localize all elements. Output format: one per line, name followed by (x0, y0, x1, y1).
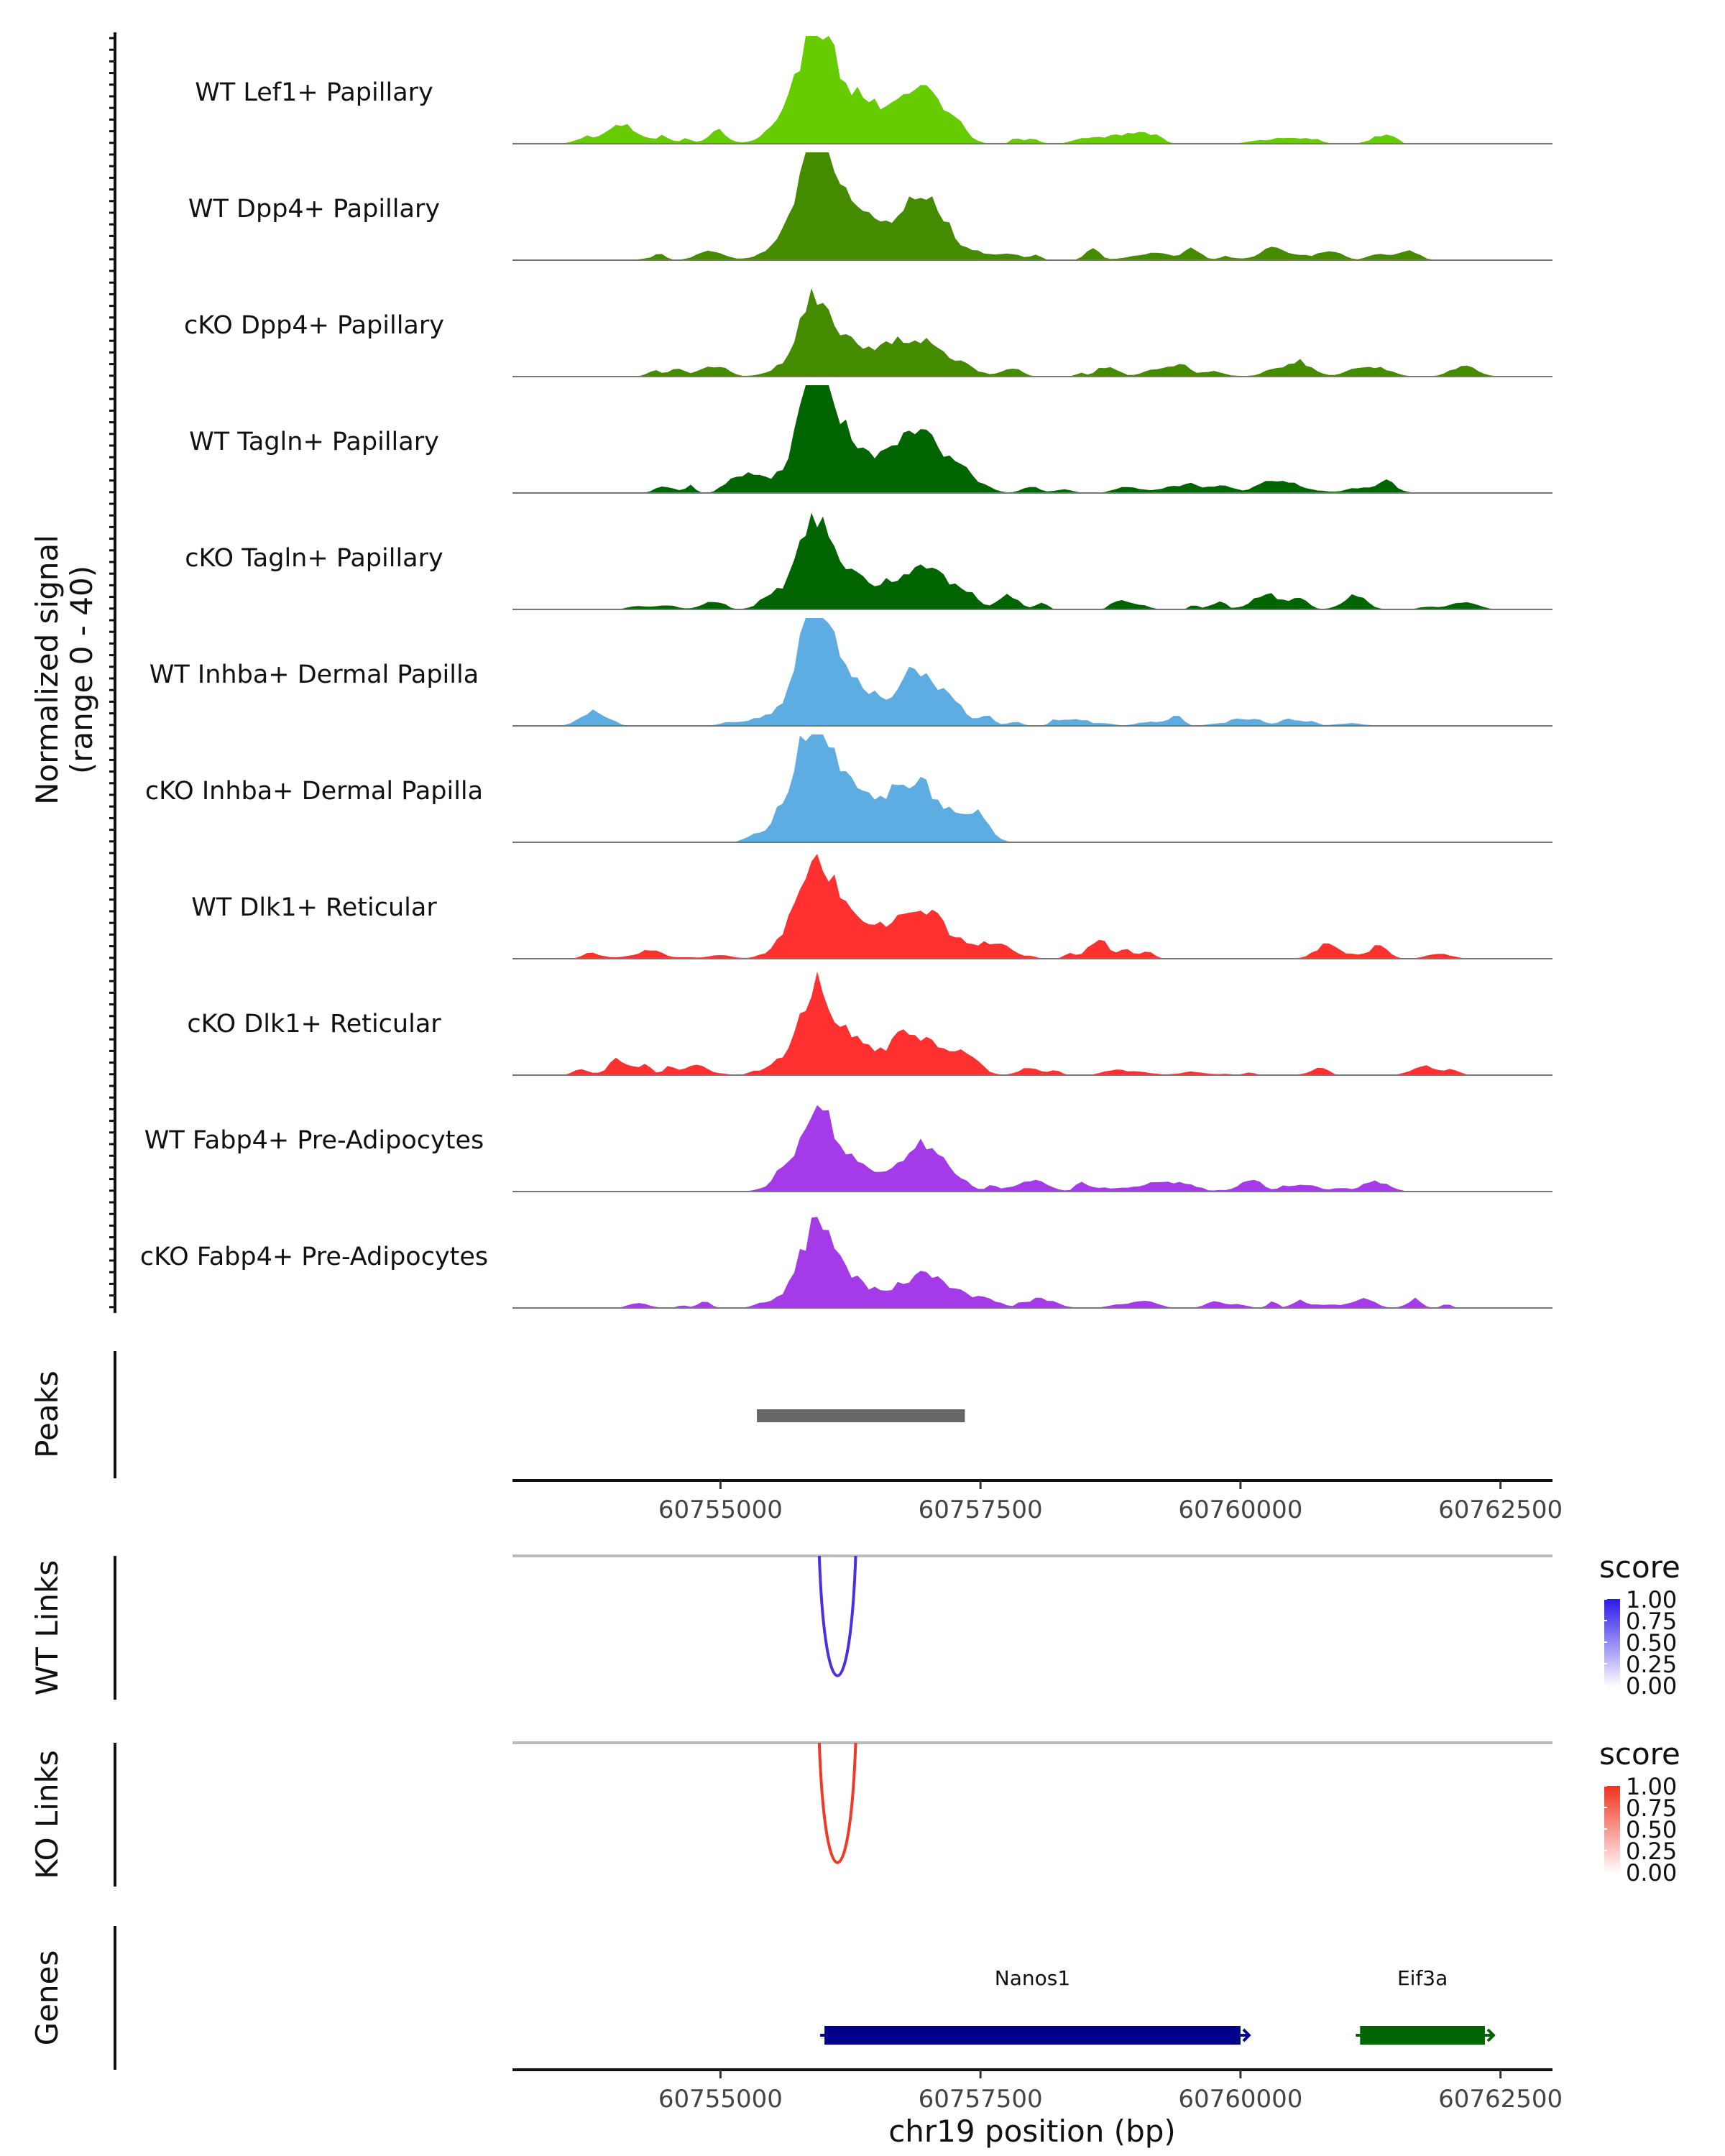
x-axis-tick-label: 60755000 (658, 2085, 783, 2114)
coverage-track-label: WT Fabp4+ Pre-Adipocytes (144, 1126, 484, 1155)
x-axis-tick-label: 60760000 (1178, 1496, 1302, 1524)
genes-x-axis-ticks: 60755000 60757500 60760000 60762500 (658, 2070, 1563, 2114)
link-arc (817, 1742, 857, 1864)
gene-name-label: Nanos1 (995, 1966, 1070, 1990)
gene-strand-arrow (1486, 2028, 1496, 2042)
coverage-y-title-line2: (range 0 - 40) (64, 566, 99, 774)
peaks-panel-label: Peaks (29, 1370, 65, 1458)
x-axis-tick-label: 60757500 (919, 1496, 1043, 1524)
coverage-track-area (512, 1105, 1552, 1192)
links-legend-tick-label: 0.25 (1626, 1651, 1677, 1678)
coverage-track-label: WT Dlk1+ Reticular (191, 893, 437, 922)
gene-model: Eif3a (1356, 1966, 1496, 2045)
links-legend-tick-label: 0.00 (1626, 1672, 1677, 1700)
coverage-track-label: WT Inhba+ Dermal Papilla (150, 660, 479, 689)
x-axis-tick-label: 60762500 (1438, 2085, 1563, 2114)
peak-region-bar (757, 1409, 965, 1422)
links-legend-tick-label: 1.00 (1626, 1586, 1677, 1613)
links-legend-tick-label: 0.75 (1626, 1795, 1677, 1822)
links-legend-title: score (1599, 1736, 1680, 1772)
coverage-track-labels: WT Lef1+ Papillary WT Dpp4+ Papillary cKO … (140, 78, 488, 1271)
x-axis-tick-label: 60762500 (1438, 1496, 1563, 1524)
coverage-track-area (512, 36, 1552, 144)
coverage-track-area (512, 152, 1552, 260)
coverage-track-area (512, 1217, 1552, 1308)
coverage-track-area (512, 734, 1552, 842)
genes-panel-label: Genes (29, 1950, 65, 2046)
coverage-track-area (512, 618, 1552, 726)
coverage-track-area (512, 512, 1552, 609)
coverage-track-area (512, 287, 1552, 377)
links-legend-tick-label: 1.00 (1626, 1773, 1677, 1800)
links-panel-label: KO Links (29, 1750, 65, 1879)
gene-exon-bar (824, 2026, 1241, 2045)
coverage-tracks (512, 36, 1552, 1309)
links-panel-label: WT Links (29, 1560, 65, 1695)
links-legend-tick-label: 0.50 (1626, 1816, 1677, 1843)
x-axis-tick-label: 60757500 (919, 2085, 1043, 2114)
peaks-panel: Peaks 60755000 60757500 60760000 60762500 (29, 1351, 1563, 1524)
gene-name-label: Eif3a (1397, 1966, 1448, 1990)
coverage-track-label: cKO Inhba+ Dermal Papilla (145, 777, 483, 806)
links-legend-tick-label: 0.25 (1626, 1838, 1677, 1865)
gene-strand-arrow (1242, 2028, 1251, 2042)
coverage-track-label: cKO Fabp4+ Pre-Adipocytes (140, 1243, 488, 1271)
x-axis-tick-label: 60755000 (658, 1496, 783, 1524)
coverage-track-label: WT Tagln+ Papillary (189, 428, 439, 456)
genes-panel: Genes Nanos1 Eif3a 60755000 60757500 607600… (29, 1926, 1563, 2149)
gene-model: Nanos1 (820, 1966, 1251, 2045)
coverage-track-label: WT Dpp4+ Papillary (188, 195, 440, 224)
links-legend-colorbar (1604, 1599, 1620, 1687)
coverage-track-area (512, 385, 1552, 493)
peaks-x-axis-ticks: 60755000 60757500 60760000 60762500 (658, 1480, 1563, 1524)
x-axis-tick-label: 60760000 (1178, 2085, 1302, 2114)
links-legend-colorbar (1604, 1786, 1620, 1874)
gene-exon-bar (1360, 2026, 1485, 2045)
coverage-track-label: cKO Dpp4+ Papillary (184, 311, 444, 340)
x-axis-title: chr19 position (bp) (888, 2114, 1176, 2149)
links-legend-tick-label: 0.00 (1626, 1859, 1677, 1886)
links-legend-title: score (1599, 1549, 1680, 1585)
coverage-track-label: WT Lef1+ Papillary (195, 78, 433, 107)
coverage-track-label: cKO Dlk1+ Reticular (187, 1010, 441, 1038)
coverage-y-title-line1: Normalized signal (29, 535, 65, 805)
coverage-y-axis (109, 32, 116, 1313)
coverage-track-area (512, 854, 1552, 959)
coverage-track-label: cKO Tagln+ Papillary (185, 544, 443, 573)
coverage-track-area (512, 971, 1552, 1075)
links-legend-tick-label: 0.50 (1626, 1629, 1677, 1657)
link-arc (817, 1555, 857, 1677)
links-legend-tick-label: 0.75 (1626, 1608, 1677, 1635)
